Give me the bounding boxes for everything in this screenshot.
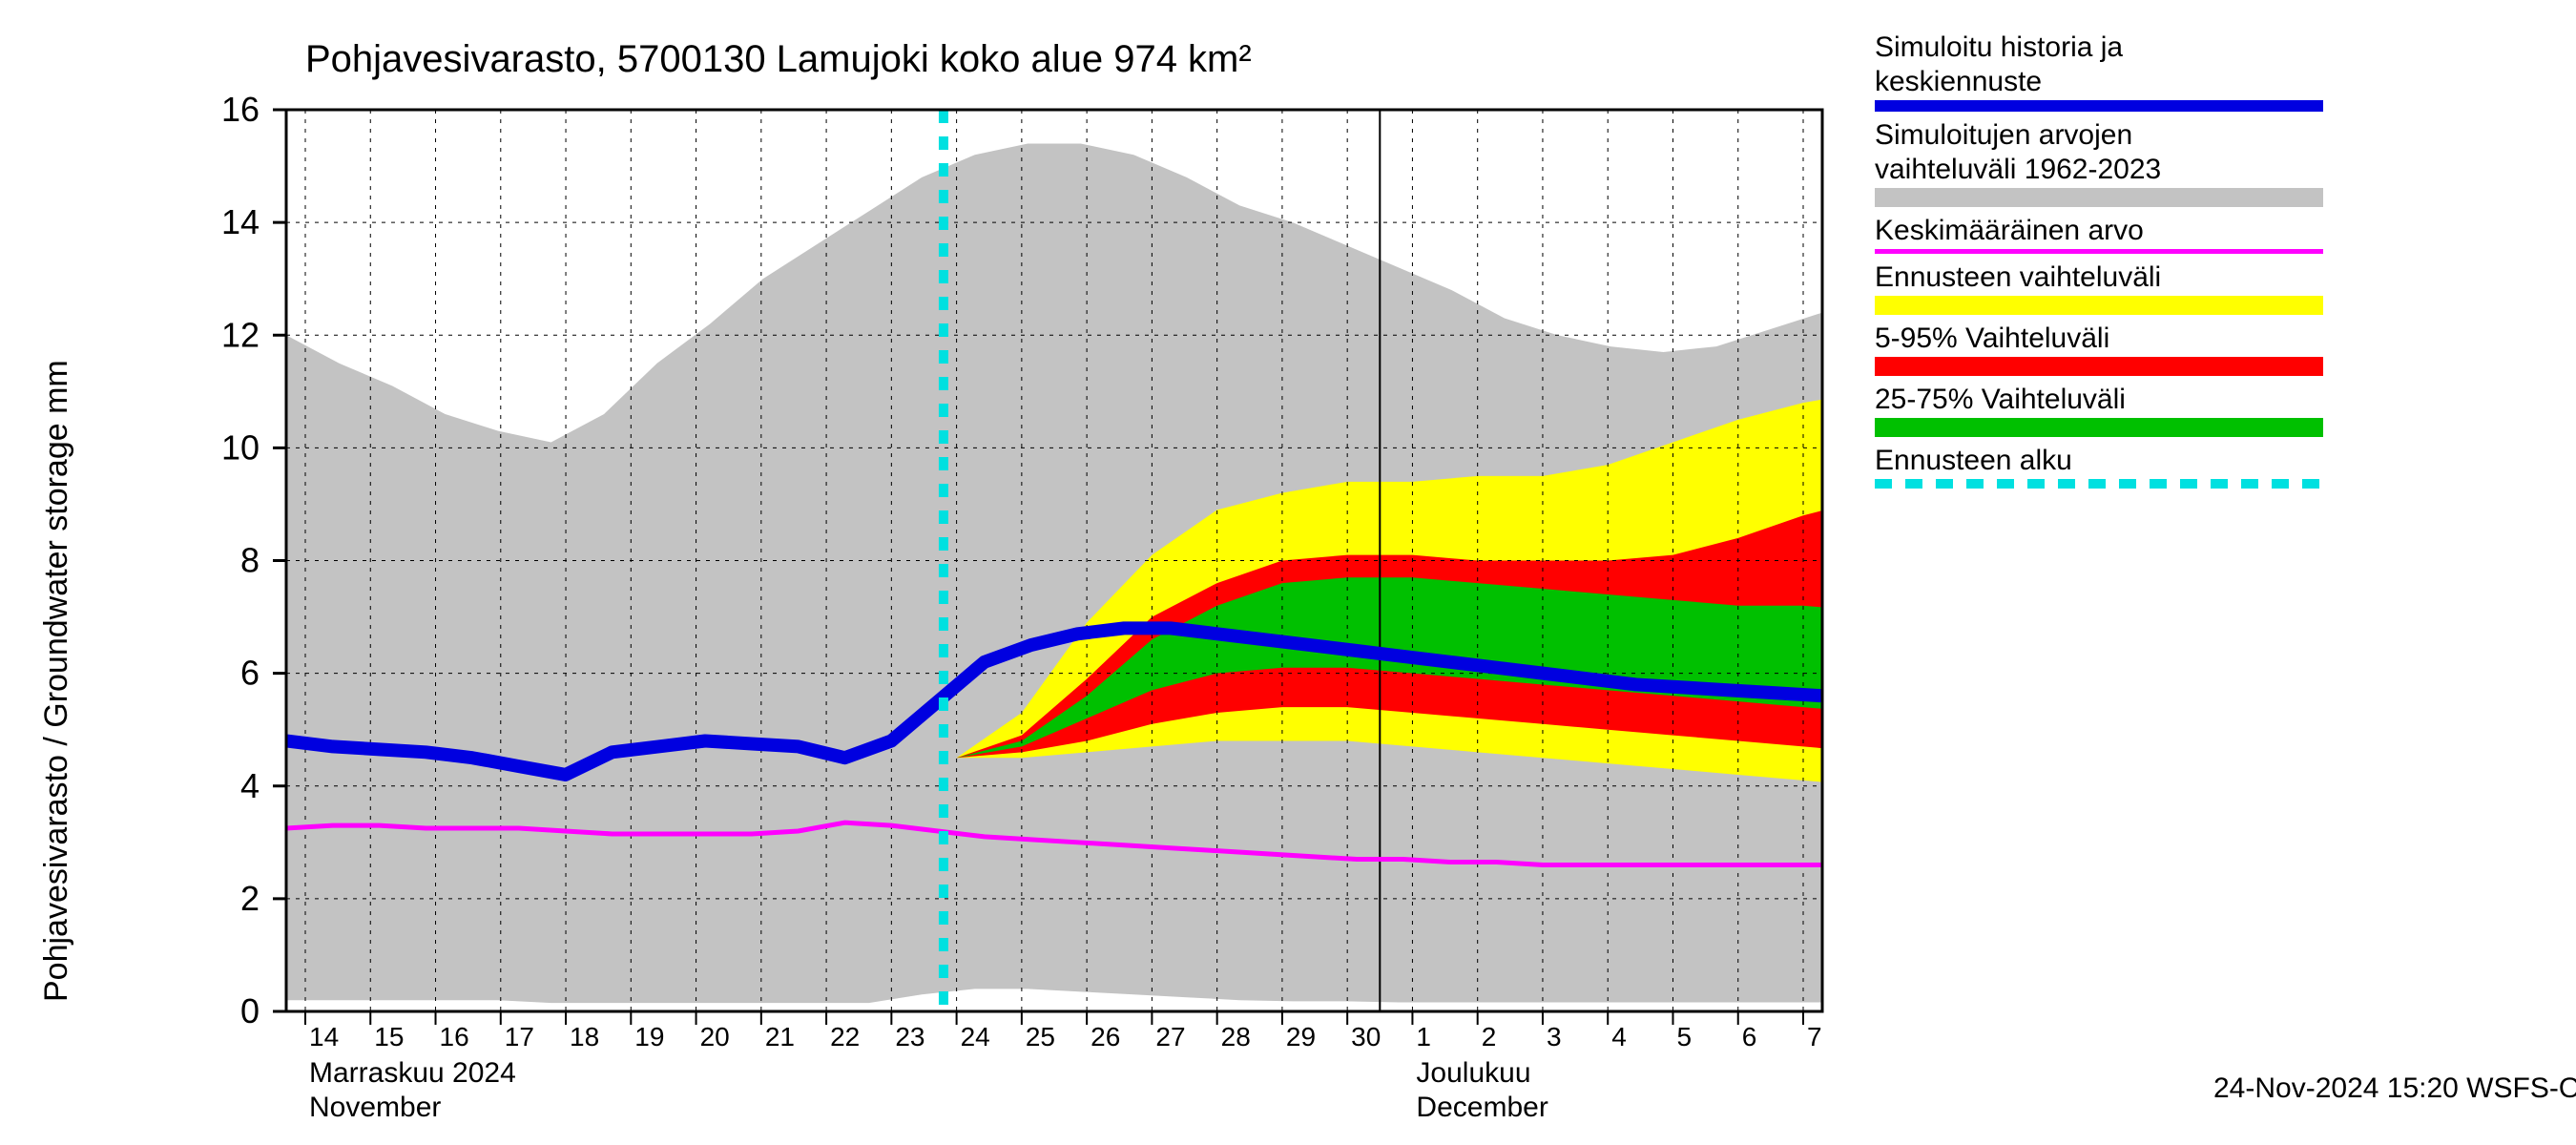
x-tick-label: 25 bbox=[1026, 1022, 1055, 1051]
x-tick-label: 27 bbox=[1155, 1022, 1185, 1051]
x-tick-label: 2 bbox=[1482, 1022, 1497, 1051]
x-tick-label: 6 bbox=[1742, 1022, 1757, 1051]
x-tick-label: 16 bbox=[440, 1022, 469, 1051]
legend-label: 5-95% Vaihteluväli bbox=[1875, 323, 2109, 354]
y-axis-label: Pohjavesivarasto / Groundwater storage m… bbox=[38, 360, 74, 1002]
chart-title: Pohjavesivarasto, 5700130 Lamujoki koko … bbox=[305, 38, 1252, 80]
x-tick-label: 7 bbox=[1807, 1022, 1822, 1051]
x-tick-label: 18 bbox=[570, 1022, 599, 1051]
y-tick-label: 14 bbox=[221, 202, 260, 241]
x-tick-label: 22 bbox=[830, 1022, 860, 1051]
y-tick-label: 12 bbox=[221, 315, 260, 354]
legend-label: vaihteluväli 1962-2023 bbox=[1875, 154, 2161, 185]
x-tick-label: 5 bbox=[1676, 1022, 1692, 1051]
x-tick-label: 21 bbox=[765, 1022, 795, 1051]
x-tick-label: 20 bbox=[700, 1022, 730, 1051]
x-tick-label: 29 bbox=[1286, 1022, 1316, 1051]
legend-label: keskiennuste bbox=[1875, 66, 2042, 97]
y-tick-label: 16 bbox=[221, 90, 260, 129]
legend-swatch bbox=[1875, 296, 2323, 315]
x-tick-label: 1 bbox=[1416, 1022, 1431, 1051]
x-tick-label: 23 bbox=[895, 1022, 924, 1051]
x-tick-label: 30 bbox=[1351, 1022, 1381, 1051]
y-tick-label: 2 bbox=[240, 879, 260, 918]
y-tick-label: 8 bbox=[240, 541, 260, 580]
legend-label: Ennusteen alku bbox=[1875, 445, 2072, 476]
month-label-fi: Joulukuu bbox=[1416, 1057, 1530, 1089]
x-tick-label: 15 bbox=[374, 1022, 404, 1051]
y-tick-label: 10 bbox=[221, 427, 260, 467]
x-tick-label: 4 bbox=[1611, 1022, 1627, 1051]
x-tick-label: 24 bbox=[961, 1022, 990, 1051]
legend-label: 25-75% Vaihteluväli bbox=[1875, 384, 2126, 415]
legend-swatch bbox=[1875, 357, 2323, 376]
x-tick-label: 28 bbox=[1221, 1022, 1251, 1051]
y-tick-label: 6 bbox=[240, 654, 260, 693]
legend-swatch bbox=[1875, 188, 2323, 207]
x-tick-label: 14 bbox=[309, 1022, 339, 1051]
groundwater-forecast-chart: 0246810121416141516171819202122232425262… bbox=[0, 0, 2576, 1145]
x-tick-label: 3 bbox=[1547, 1022, 1562, 1051]
legend-swatch bbox=[1875, 418, 2323, 437]
month-label-en: November bbox=[309, 1092, 441, 1123]
x-tick-label: 19 bbox=[634, 1022, 664, 1051]
legend-label: Simuloitujen arvojen bbox=[1875, 119, 2132, 151]
chart-footer: 24-Nov-2024 15:20 WSFS-O bbox=[2213, 1072, 2576, 1104]
y-tick-label: 4 bbox=[240, 766, 260, 805]
month-label-fi: Marraskuu 2024 bbox=[309, 1057, 516, 1089]
x-tick-label: 26 bbox=[1091, 1022, 1120, 1051]
legend-label: Ennusteen vaihteluväli bbox=[1875, 261, 2161, 293]
legend-label: Simuloitu historia ja bbox=[1875, 31, 2123, 63]
y-tick-label: 0 bbox=[240, 991, 260, 1030]
legend-label: Keskimääräinen arvo bbox=[1875, 215, 2144, 246]
month-label-en: December bbox=[1416, 1092, 1548, 1123]
x-tick-label: 17 bbox=[505, 1022, 534, 1051]
